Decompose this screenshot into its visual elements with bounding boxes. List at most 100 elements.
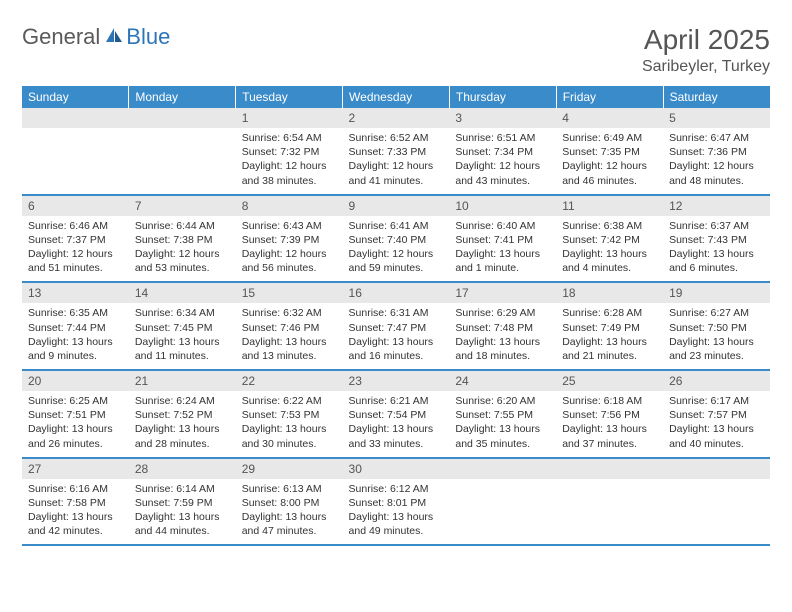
day-number: 8 — [236, 196, 343, 216]
sunrise-text: Sunrise: 6:27 AM — [669, 306, 764, 320]
daylight-text: Daylight: 13 hours and 37 minutes. — [562, 422, 657, 450]
sunset-text: Sunset: 7:43 PM — [669, 233, 764, 247]
daylight-text: Daylight: 12 hours and 53 minutes. — [135, 247, 230, 275]
sunset-text: Sunset: 7:45 PM — [135, 321, 230, 335]
day-content: Sunrise: 6:44 AMSunset: 7:38 PMDaylight:… — [129, 216, 236, 282]
day-number: 29 — [236, 459, 343, 479]
day-content: Sunrise: 6:13 AMSunset: 8:00 PMDaylight:… — [236, 479, 343, 545]
day-header-sat: Saturday — [663, 86, 770, 108]
day-number: 10 — [449, 196, 556, 216]
sunset-text: Sunset: 7:57 PM — [669, 408, 764, 422]
day-cell: 11Sunrise: 6:38 AMSunset: 7:42 PMDayligh… — [556, 195, 663, 283]
day-content: Sunrise: 6:20 AMSunset: 7:55 PMDaylight:… — [449, 391, 556, 457]
sunrise-text: Sunrise: 6:40 AM — [455, 219, 550, 233]
day-cell: 4Sunrise: 6:49 AMSunset: 7:35 PMDaylight… — [556, 108, 663, 195]
daylight-text: Daylight: 13 hours and 13 minutes. — [242, 335, 337, 363]
day-content: Sunrise: 6:14 AMSunset: 7:59 PMDaylight:… — [129, 479, 236, 545]
day-cell — [449, 458, 556, 546]
day-number: 24 — [449, 371, 556, 391]
day-content: Sunrise: 6:17 AMSunset: 7:57 PMDaylight:… — [663, 391, 770, 457]
daylight-text: Daylight: 12 hours and 46 minutes. — [562, 159, 657, 187]
sunset-text: Sunset: 7:34 PM — [455, 145, 550, 159]
day-number: 22 — [236, 371, 343, 391]
daylight-text: Daylight: 12 hours and 51 minutes. — [28, 247, 123, 275]
sunset-text: Sunset: 7:47 PM — [349, 321, 444, 335]
day-cell: 17Sunrise: 6:29 AMSunset: 7:48 PMDayligh… — [449, 282, 556, 370]
sunrise-text: Sunrise: 6:47 AM — [669, 131, 764, 145]
day-number: 3 — [449, 108, 556, 128]
week-row: 20Sunrise: 6:25 AMSunset: 7:51 PMDayligh… — [22, 370, 770, 458]
day-content: Sunrise: 6:52 AMSunset: 7:33 PMDaylight:… — [343, 128, 450, 194]
day-cell: 21Sunrise: 6:24 AMSunset: 7:52 PMDayligh… — [129, 370, 236, 458]
day-cell: 9Sunrise: 6:41 AMSunset: 7:40 PMDaylight… — [343, 195, 450, 283]
sunset-text: Sunset: 7:44 PM — [28, 321, 123, 335]
day-number: 11 — [556, 196, 663, 216]
sunrise-text: Sunrise: 6:28 AM — [562, 306, 657, 320]
sunrise-text: Sunrise: 6:43 AM — [242, 219, 337, 233]
sunset-text: Sunset: 8:01 PM — [349, 496, 444, 510]
day-content: Sunrise: 6:34 AMSunset: 7:45 PMDaylight:… — [129, 303, 236, 369]
day-number: 13 — [22, 283, 129, 303]
sunrise-text: Sunrise: 6:49 AM — [562, 131, 657, 145]
day-cell: 8Sunrise: 6:43 AMSunset: 7:39 PMDaylight… — [236, 195, 343, 283]
day-content: Sunrise: 6:27 AMSunset: 7:50 PMDaylight:… — [663, 303, 770, 369]
week-row: 6Sunrise: 6:46 AMSunset: 7:37 PMDaylight… — [22, 195, 770, 283]
sunrise-text: Sunrise: 6:38 AM — [562, 219, 657, 233]
day-number: 7 — [129, 196, 236, 216]
sunrise-text: Sunrise: 6:31 AM — [349, 306, 444, 320]
day-cell: 28Sunrise: 6:14 AMSunset: 7:59 PMDayligh… — [129, 458, 236, 546]
day-content: Sunrise: 6:54 AMSunset: 7:32 PMDaylight:… — [236, 128, 343, 194]
day-content: Sunrise: 6:49 AMSunset: 7:35 PMDaylight:… — [556, 128, 663, 194]
day-header-thu: Thursday — [449, 86, 556, 108]
day-cell: 12Sunrise: 6:37 AMSunset: 7:43 PMDayligh… — [663, 195, 770, 283]
sunset-text: Sunset: 7:56 PM — [562, 408, 657, 422]
sunrise-text: Sunrise: 6:13 AM — [242, 482, 337, 496]
day-header-sun: Sunday — [22, 86, 129, 108]
day-cell: 3Sunrise: 6:51 AMSunset: 7:34 PMDaylight… — [449, 108, 556, 195]
day-header-fri: Friday — [556, 86, 663, 108]
day-cell: 1Sunrise: 6:54 AMSunset: 7:32 PMDaylight… — [236, 108, 343, 195]
logo: General Blue — [22, 24, 170, 50]
daylight-text: Daylight: 13 hours and 40 minutes. — [669, 422, 764, 450]
logo-text-general: General — [22, 24, 100, 50]
calendar-table: Sunday Monday Tuesday Wednesday Thursday… — [22, 86, 770, 546]
sunset-text: Sunset: 7:32 PM — [242, 145, 337, 159]
sunset-text: Sunset: 7:46 PM — [242, 321, 337, 335]
day-content: Sunrise: 6:18 AMSunset: 7:56 PMDaylight:… — [556, 391, 663, 457]
daylight-text: Daylight: 12 hours and 43 minutes. — [455, 159, 550, 187]
day-number: 27 — [22, 459, 129, 479]
day-number: 30 — [343, 459, 450, 479]
sunset-text: Sunset: 7:40 PM — [349, 233, 444, 247]
sunset-text: Sunset: 7:42 PM — [562, 233, 657, 247]
day-content: Sunrise: 6:25 AMSunset: 7:51 PMDaylight:… — [22, 391, 129, 457]
daylight-text: Daylight: 13 hours and 1 minute. — [455, 247, 550, 275]
sunrise-text: Sunrise: 6:16 AM — [28, 482, 123, 496]
month-year-title: April 2025 — [642, 24, 770, 56]
daylight-text: Daylight: 13 hours and 47 minutes. — [242, 510, 337, 538]
sunrise-text: Sunrise: 6:25 AM — [28, 394, 123, 408]
day-cell: 25Sunrise: 6:18 AMSunset: 7:56 PMDayligh… — [556, 370, 663, 458]
sunset-text: Sunset: 7:35 PM — [562, 145, 657, 159]
day-content: Sunrise: 6:21 AMSunset: 7:54 PMDaylight:… — [343, 391, 450, 457]
day-content: Sunrise: 6:38 AMSunset: 7:42 PMDaylight:… — [556, 216, 663, 282]
sunrise-text: Sunrise: 6:41 AM — [349, 219, 444, 233]
sunrise-text: Sunrise: 6:12 AM — [349, 482, 444, 496]
day-content-empty — [22, 128, 129, 184]
day-cell: 5Sunrise: 6:47 AMSunset: 7:36 PMDaylight… — [663, 108, 770, 195]
day-number: 28 — [129, 459, 236, 479]
day-cell — [663, 458, 770, 546]
daylight-text: Daylight: 13 hours and 35 minutes. — [455, 422, 550, 450]
daylight-text: Daylight: 13 hours and 16 minutes. — [349, 335, 444, 363]
day-cell: 23Sunrise: 6:21 AMSunset: 7:54 PMDayligh… — [343, 370, 450, 458]
day-content: Sunrise: 6:28 AMSunset: 7:49 PMDaylight:… — [556, 303, 663, 369]
sunrise-text: Sunrise: 6:21 AM — [349, 394, 444, 408]
sunset-text: Sunset: 7:53 PM — [242, 408, 337, 422]
day-content: Sunrise: 6:47 AMSunset: 7:36 PMDaylight:… — [663, 128, 770, 194]
day-cell: 6Sunrise: 6:46 AMSunset: 7:37 PMDaylight… — [22, 195, 129, 283]
day-number: 2 — [343, 108, 450, 128]
sunrise-text: Sunrise: 6:37 AM — [669, 219, 764, 233]
day-number: 19 — [663, 283, 770, 303]
day-content-empty — [663, 479, 770, 535]
sunset-text: Sunset: 7:52 PM — [135, 408, 230, 422]
daylight-text: Daylight: 13 hours and 42 minutes. — [28, 510, 123, 538]
